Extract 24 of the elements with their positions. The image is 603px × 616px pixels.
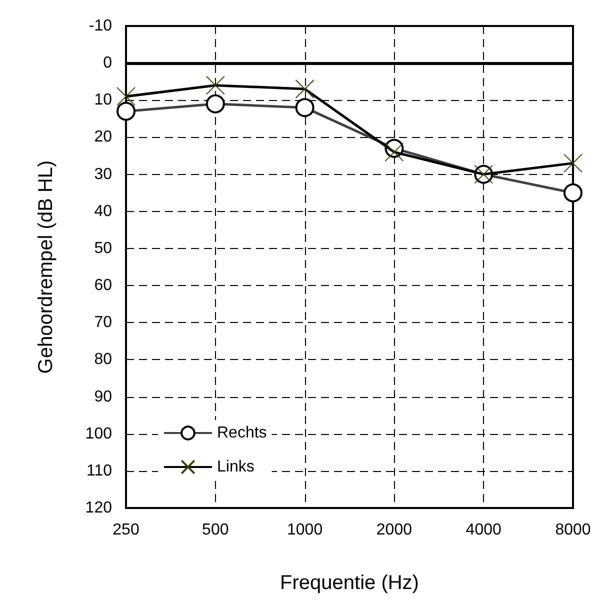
y-tick-label: 10 <box>94 92 112 109</box>
y-tick-label: 100 <box>85 425 112 442</box>
legend-label: Rechts <box>217 424 267 442</box>
y-tick-label: 40 <box>94 202 112 220</box>
y-tick-label: -10 <box>88 18 112 34</box>
y-tick-label: 60 <box>94 277 112 294</box>
y-tick-label: 70 <box>94 314 112 332</box>
y-tick-label: 110 <box>86 462 112 480</box>
y-tick-label: 50 <box>94 240 112 257</box>
x-axis-title: Frequentie (Hz) <box>280 572 419 594</box>
legend-label: Links <box>217 458 254 476</box>
y-tick-label: 20 <box>94 128 112 146</box>
x-tick-label: 2000 <box>376 522 412 538</box>
y-tick-label: 0 <box>103 54 112 72</box>
x-tick-label: 500 <box>202 522 229 538</box>
y-tick-label: 90 <box>94 388 112 406</box>
x-tick-label: 250 <box>112 522 140 538</box>
y-tick-label: 80 <box>94 351 112 368</box>
x-tick-label: 1000 <box>287 522 323 538</box>
x-tick-label: 4000 <box>466 522 502 538</box>
y-axis-title: Gehoordrempel (dB HL) <box>35 160 57 374</box>
x-tick-label: 8000 <box>555 522 591 538</box>
y-tick-label: 120 <box>85 500 112 516</box>
y-tick-label: 30 <box>94 166 112 183</box>
